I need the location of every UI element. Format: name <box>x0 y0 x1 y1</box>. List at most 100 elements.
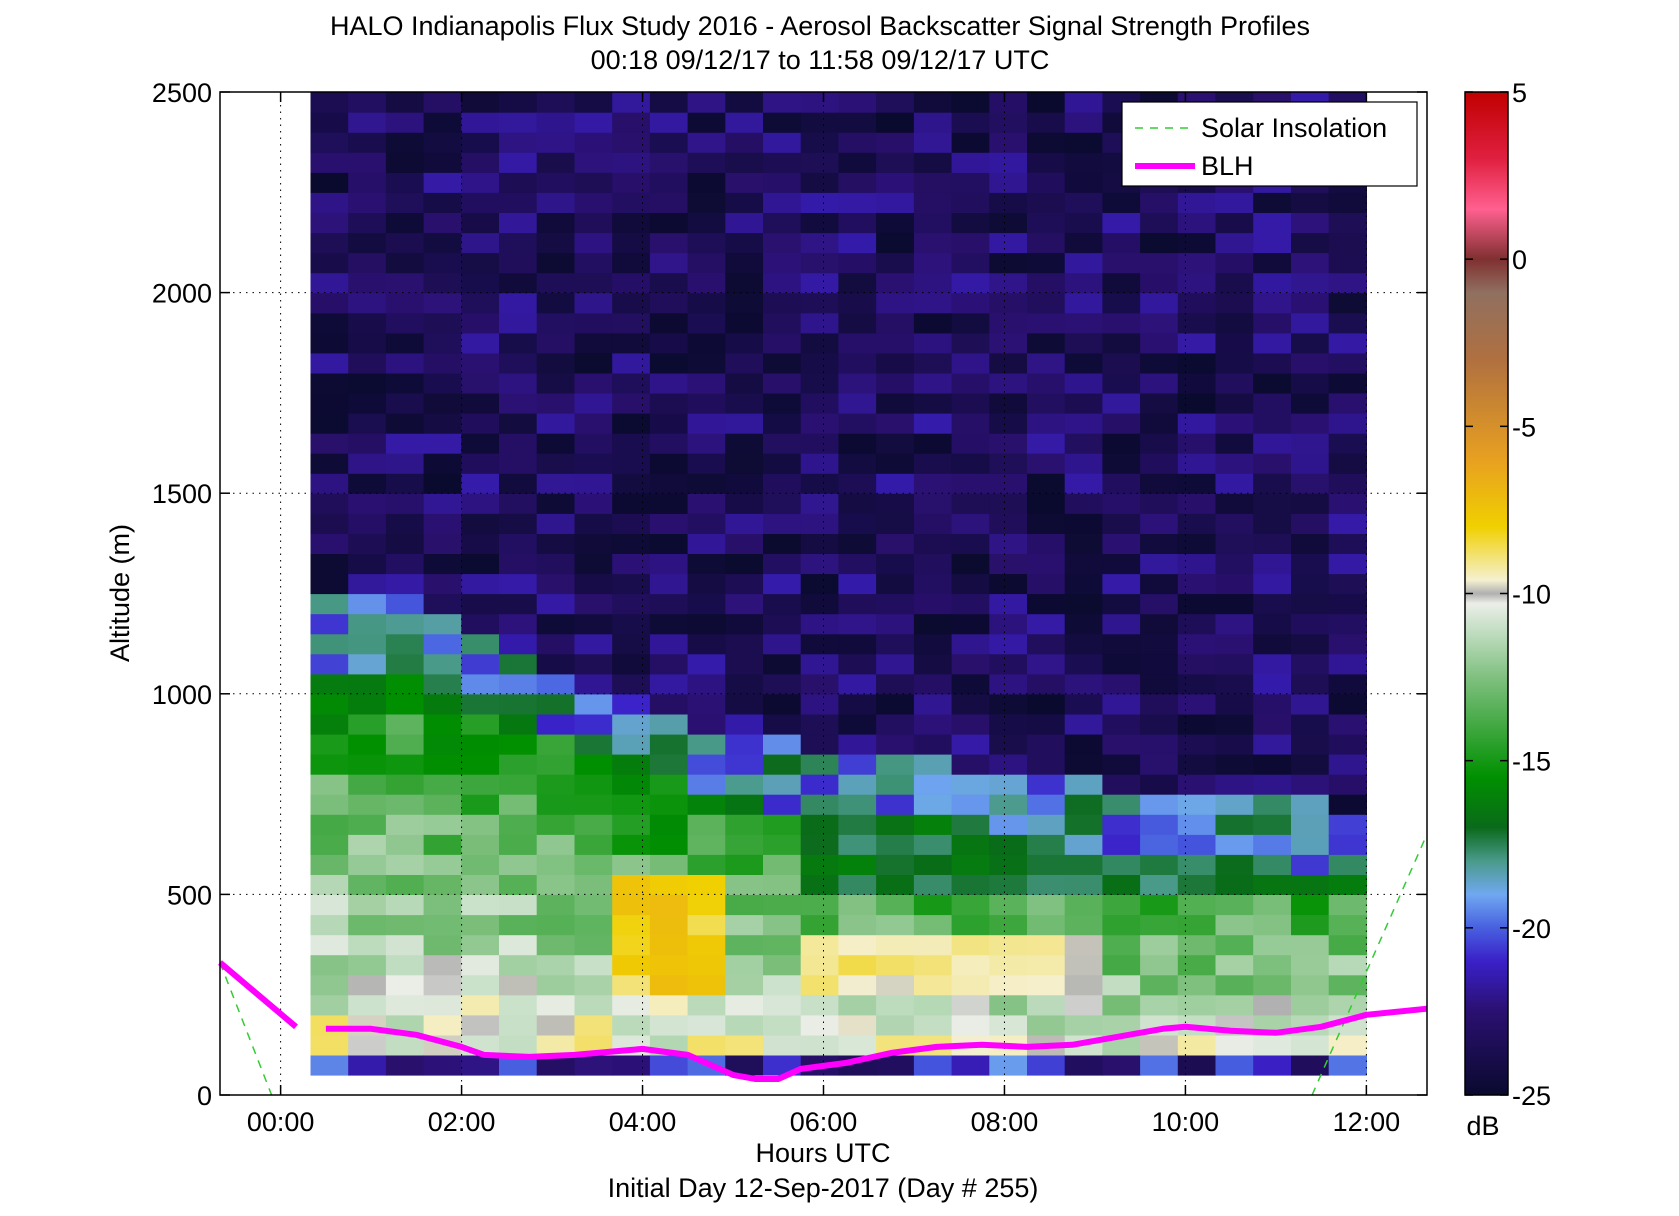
heatmap-cell <box>763 533 802 554</box>
heatmap-cell <box>310 814 349 835</box>
heatmap-cell <box>876 633 915 655</box>
heatmap-cell <box>310 132 349 153</box>
heatmap-cell <box>612 553 651 575</box>
heatmap-cell <box>574 152 613 173</box>
heatmap-cell <box>649 172 689 193</box>
heatmap-cell <box>838 272 877 294</box>
heatmap-cell <box>499 372 538 394</box>
heatmap-cell <box>423 312 462 334</box>
heatmap-cell <box>1328 272 1367 294</box>
heatmap-cell <box>1328 553 1367 575</box>
heatmap-cell <box>951 212 990 234</box>
heatmap-cell <box>687 713 726 735</box>
heatmap-cell <box>1291 192 1330 213</box>
heatmap-cell <box>499 854 538 875</box>
heatmap-cell <box>1102 974 1141 996</box>
heatmap-cell <box>913 312 953 334</box>
heatmap-cell <box>310 493 349 514</box>
heatmap-cell <box>536 633 575 655</box>
heatmap-cell <box>574 413 613 434</box>
colorbar-tick-label: -25 <box>1512 1081 1551 1111</box>
heatmap-cell <box>310 332 349 354</box>
colorbar-tick-label: -20 <box>1512 914 1551 944</box>
heatmap-cell <box>423 974 462 996</box>
heatmap-cell <box>951 332 990 354</box>
heatmap-cell <box>989 272 1028 294</box>
heatmap-cell <box>612 954 651 976</box>
heatmap-cell <box>725 513 764 534</box>
heatmap-cell <box>1140 1054 1179 1076</box>
heatmap-cell <box>499 914 538 936</box>
heatmap-cell <box>612 372 651 394</box>
heatmap-cell <box>612 473 651 494</box>
heatmap-cell <box>1027 332 1066 354</box>
heatmap-cell <box>1064 894 1103 916</box>
heatmap-cell <box>612 433 651 454</box>
heatmap-cell <box>989 92 1028 113</box>
heatmap-cell <box>612 212 651 234</box>
heatmap-cell <box>574 914 613 936</box>
heatmap-cell <box>612 252 651 274</box>
heatmap-cell <box>385 693 425 715</box>
heatmap-cell <box>612 593 651 615</box>
heatmap-cell <box>1253 593 1292 615</box>
heatmap-cell <box>574 1014 613 1036</box>
heatmap-cell <box>1215 894 1254 916</box>
colorbar-tick-label: -10 <box>1512 580 1551 610</box>
heatmap-cell <box>649 653 689 675</box>
heatmap-cell <box>348 633 387 655</box>
heatmap-cell <box>1102 934 1141 956</box>
heatmap-cell <box>385 914 425 936</box>
heatmap-cell <box>951 874 990 895</box>
heatmap-cell <box>574 854 613 875</box>
heatmap-cell <box>838 553 877 575</box>
heatmap-cell <box>1140 693 1179 715</box>
heatmap-cell <box>1027 834 1066 855</box>
heatmap-cell <box>574 754 613 775</box>
heatmap-cell <box>1102 914 1141 936</box>
heatmap-cell <box>574 392 613 414</box>
heatmap-cell <box>1102 693 1141 715</box>
heatmap-cell <box>1253 372 1292 394</box>
heatmap-cell <box>800 453 839 474</box>
heatmap-cell <box>989 1014 1028 1036</box>
heatmap-cell <box>385 453 425 474</box>
heatmap-cell <box>1253 272 1292 294</box>
heatmap-cell <box>536 914 575 936</box>
heatmap-cell <box>725 473 764 494</box>
heatmap-cell <box>1215 533 1254 554</box>
heatmap-cell <box>1027 754 1066 775</box>
heatmap-cell <box>1253 934 1292 956</box>
x-axis-ticks: 00:00 02:00 04:00 06:00 08:00 10:00 12:00 <box>247 92 1400 1137</box>
heatmap-cell <box>385 593 425 615</box>
heatmap-cell <box>725 673 764 695</box>
heatmap-cell <box>1140 232 1179 254</box>
heatmap-cell <box>800 232 839 254</box>
heatmap-cell <box>1102 894 1141 916</box>
heatmap-cell <box>913 653 953 675</box>
heatmap-cell <box>800 1014 839 1036</box>
heatmap-cell <box>385 533 425 554</box>
heatmap-cell <box>1177 814 1217 835</box>
heatmap-cell <box>461 573 500 595</box>
heatmap-cell <box>499 252 538 274</box>
heatmap-cell <box>1177 573 1217 595</box>
heatmap-cell <box>1328 794 1367 815</box>
heatmap-cell <box>1215 292 1254 314</box>
heatmap-cell <box>989 433 1028 454</box>
heatmap-cell <box>951 513 990 534</box>
heatmap-cell <box>800 593 839 615</box>
heatmap-cell <box>1328 312 1367 334</box>
heatmap-cell <box>1328 754 1367 775</box>
heatmap-cell <box>763 92 802 113</box>
heatmap-cell <box>348 172 387 193</box>
heatmap-cell <box>687 493 726 514</box>
heatmap-cell <box>1140 894 1179 916</box>
heatmap-cell <box>649 593 689 615</box>
heatmap-cell <box>423 854 462 875</box>
heatmap-cell <box>763 573 802 595</box>
heatmap-cell <box>348 413 387 434</box>
heatmap-cell <box>612 533 651 554</box>
heatmap-cell <box>989 493 1028 514</box>
heatmap-cells <box>310 92 1367 1076</box>
